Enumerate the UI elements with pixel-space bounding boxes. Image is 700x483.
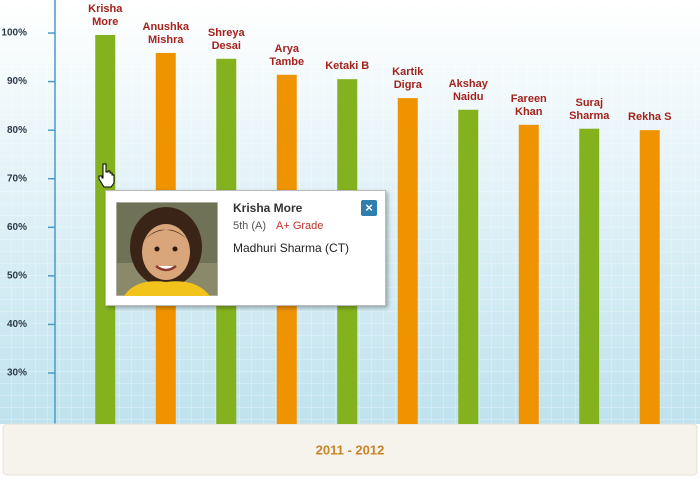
- student-name: Krisha More: [233, 201, 303, 215]
- bar-label: Akshay Naidu: [448, 77, 488, 103]
- bar-label: Rekha S: [628, 111, 672, 124]
- student-photo: [116, 202, 218, 296]
- y-tick-label: 80%: [7, 125, 27, 136]
- student-grade: A+ Grade: [276, 220, 324, 232]
- bar-label: Kartik Digra: [392, 66, 424, 92]
- y-tick-label: 60%: [7, 222, 27, 233]
- bar: [458, 109, 479, 424]
- bar: [397, 98, 418, 425]
- y-tick-label: 40%: [7, 319, 27, 330]
- y-tick-label: 100%: [1, 28, 27, 39]
- bar-label: Fareen Khan: [510, 92, 547, 118]
- y-tick-label: 30%: [7, 368, 27, 379]
- bar-label: Suraj Sharma: [569, 96, 610, 122]
- close-button[interactable]: ×: [361, 200, 377, 216]
- cursor: [98, 163, 115, 188]
- y-tick-label: 50%: [7, 271, 27, 282]
- bar: [579, 128, 600, 424]
- x-axis-label: 2011 - 2012: [316, 442, 385, 457]
- y-tick-label: 90%: [7, 76, 27, 87]
- bar: [518, 124, 539, 424]
- bar: [639, 130, 660, 424]
- student-class: 5th (A): [233, 220, 267, 232]
- bar-label: Shreya Desai: [207, 26, 245, 52]
- bar-label: Anushka Mishra: [142, 20, 189, 46]
- y-tick-label: 70%: [7, 173, 27, 184]
- class-teacher: Madhuri Sharma (CT): [233, 241, 350, 255]
- bar-label: Krisha More: [88, 2, 123, 28]
- bar-label: Ketaki B: [325, 60, 370, 73]
- tooltip: Krisha More 5th (A) A+ Grade Madhuri Sha…: [105, 190, 386, 306]
- bar-label: Arya Tambe: [269, 42, 305, 68]
